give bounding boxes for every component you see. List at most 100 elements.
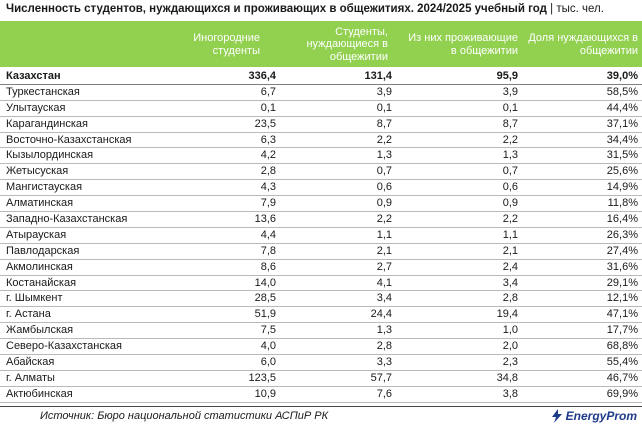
region-cell: Улытауская <box>6 101 66 114</box>
value-cell: 1,3 <box>502 149 518 162</box>
value-cell: 336,4 <box>248 70 276 82</box>
value-cell: 7,8 <box>260 244 276 257</box>
region-cell: Алматинская <box>6 197 74 210</box>
value-cell: 55,4% <box>606 356 638 369</box>
table-row: г. Алматы 123,5 57,7 34,8 46,7% <box>0 371 642 387</box>
value-cell: 25,6% <box>606 165 638 178</box>
value-cell: 6,7 <box>260 85 276 98</box>
value-cell: 1,3 <box>376 324 392 337</box>
table-row: Улытауская 0,1 0,1 0,1 44,4% <box>0 101 642 117</box>
table-row: Жетысуская 2,8 0,7 0,7 25,6% <box>0 164 642 181</box>
table-row: Восточно-Казахстанская 6,3 2,2 2,2 34,4% <box>0 133 642 149</box>
value-cell: 6,3 <box>260 133 276 146</box>
value-cell: 7,6 <box>376 387 392 400</box>
region-cell: Казахстан <box>6 70 61 82</box>
value-cell: 2,0 <box>502 340 518 353</box>
value-cell: 0,6 <box>376 181 392 194</box>
value-cell: 23,5 <box>254 117 276 130</box>
table-row: Алматинская 7,9 0,9 0,9 11,8% <box>0 196 642 213</box>
value-cell: 2,8 <box>376 340 392 353</box>
logo-text: EnergyProm <box>565 409 637 423</box>
value-cell: 11,8% <box>607 197 638 210</box>
value-cell: 19,4 <box>496 308 518 321</box>
value-cell: 0,9 <box>376 197 392 210</box>
source-text: Источник: Бюро национальной статистики А… <box>40 410 329 422</box>
value-cell: 46,7% <box>606 371 638 384</box>
value-cell: 2,4 <box>502 260 518 273</box>
value-cell: 3,4 <box>376 292 392 305</box>
value-cell: 51,9 <box>254 308 276 321</box>
value-cell: 44,4% <box>606 101 638 114</box>
value-cell: 8,7 <box>376 117 392 130</box>
region-cell: г. Алматы <box>6 371 55 384</box>
value-cell: 3,3 <box>376 356 392 369</box>
value-cell: 2,8 <box>260 165 276 178</box>
value-cell: 8,7 <box>502 117 518 130</box>
value-cell: 69,9% <box>606 387 638 400</box>
value-cell: 68,8% <box>606 340 638 353</box>
table-row: Карагандинская 23,5 8,7 8,7 37,1% <box>0 117 642 133</box>
unit-text: | тыс. чел. <box>546 3 604 15</box>
value-cell: 2,8 <box>502 292 518 305</box>
region-cell: Мангистауская <box>6 181 83 194</box>
value-cell: 4,1 <box>376 276 392 289</box>
table-row: Павлодарская 7,8 2,1 2,1 27,4% <box>0 244 642 260</box>
value-cell: 7,9 <box>260 197 276 210</box>
region-cell: Северо-Казахстанская <box>6 340 122 353</box>
value-cell: 95,9 <box>496 70 518 82</box>
value-cell: 4,3 <box>260 181 276 194</box>
table-row: Северо-Казахстанская 4,0 2,8 2,0 68,8% <box>0 339 642 356</box>
value-cell: 14,0 <box>254 276 276 289</box>
value-cell: 34,8 <box>496 371 518 384</box>
table-row: Туркестанская 6,7 3,9 3,9 58,5% <box>0 85 642 101</box>
value-cell: 1,3 <box>376 149 392 162</box>
value-cell: 2,2 <box>376 133 392 146</box>
value-cell: 37,1% <box>606 117 638 130</box>
lightning-icon <box>551 409 562 423</box>
value-cell: 2,2 <box>502 133 518 146</box>
table-row: Атырауская 4,4 1,1 1,1 26,3% <box>0 228 642 244</box>
value-cell: 3,9 <box>502 85 518 98</box>
value-cell: 24,4 <box>370 308 392 321</box>
table-row: г. Астана 51,9 24,4 19,4 47,1% <box>0 307 642 324</box>
region-cell: г. Астана <box>6 308 51 321</box>
table-row: Кызылординская 4,2 1,3 1,3 31,5% <box>0 148 642 165</box>
table-row-total: Казахстан 336,4 131,4 95,9 39,0% <box>0 69 642 85</box>
table-row: Жамбылская 7,5 1,3 1,0 17,7% <box>0 323 642 340</box>
header-col-2: Студенты, нуждающиеся в общежитии <box>306 25 388 63</box>
region-cell: Актюбинская <box>6 387 73 400</box>
value-cell: 2,2 <box>502 213 518 226</box>
region-cell: Костанайская <box>6 276 77 289</box>
value-cell: 0,1 <box>260 101 276 114</box>
value-cell: 0,6 <box>502 181 518 194</box>
value-cell: 1,1 <box>376 228 392 241</box>
table-row: Костанайская 14,0 4,1 3,4 29,1% <box>0 276 642 292</box>
value-cell: 31,5% <box>606 149 638 162</box>
region-cell: Восточно-Казахстанская <box>6 133 132 146</box>
value-cell: 16,4% <box>606 213 638 226</box>
value-cell: 27,4% <box>606 244 638 257</box>
value-cell: 2,7 <box>376 260 392 273</box>
region-cell: Западно-Казахстанская <box>6 213 128 226</box>
value-cell: 14,9% <box>606 181 638 194</box>
table-row: Абайская 6,0 3,3 2,3 55,4% <box>0 355 642 371</box>
value-cell: 12,1% <box>606 292 638 305</box>
value-cell: 3,9 <box>376 85 392 98</box>
value-cell: 4,4 <box>260 228 276 241</box>
region-cell: г. Шымкент <box>6 292 63 305</box>
value-cell: 31,6% <box>606 260 638 273</box>
value-cell: 2,2 <box>376 213 392 226</box>
table-row: Мангистауская 4,3 0,6 0,6 14,9% <box>0 180 642 197</box>
value-cell: 39,0% <box>606 70 638 82</box>
table-body: Казахстан 336,4 131,4 95,9 39,0% Туркестанска… <box>0 69 642 403</box>
value-cell: 26,3% <box>606 228 638 241</box>
value-cell: 17,7% <box>606 324 638 337</box>
value-cell: 3,4 <box>502 276 518 289</box>
value-cell: 1,0 <box>502 324 518 337</box>
region-cell: Абайская <box>6 356 55 369</box>
value-cell: 7,5 <box>260 324 276 337</box>
region-cell: Жамбылская <box>6 324 74 337</box>
table-row: Актюбинская 10,9 7,6 3,8 69,9% <box>0 387 642 403</box>
table-row: г. Шымкент 28,5 3,4 2,8 12,1% <box>0 291 642 308</box>
value-cell: 4,0 <box>260 340 276 353</box>
